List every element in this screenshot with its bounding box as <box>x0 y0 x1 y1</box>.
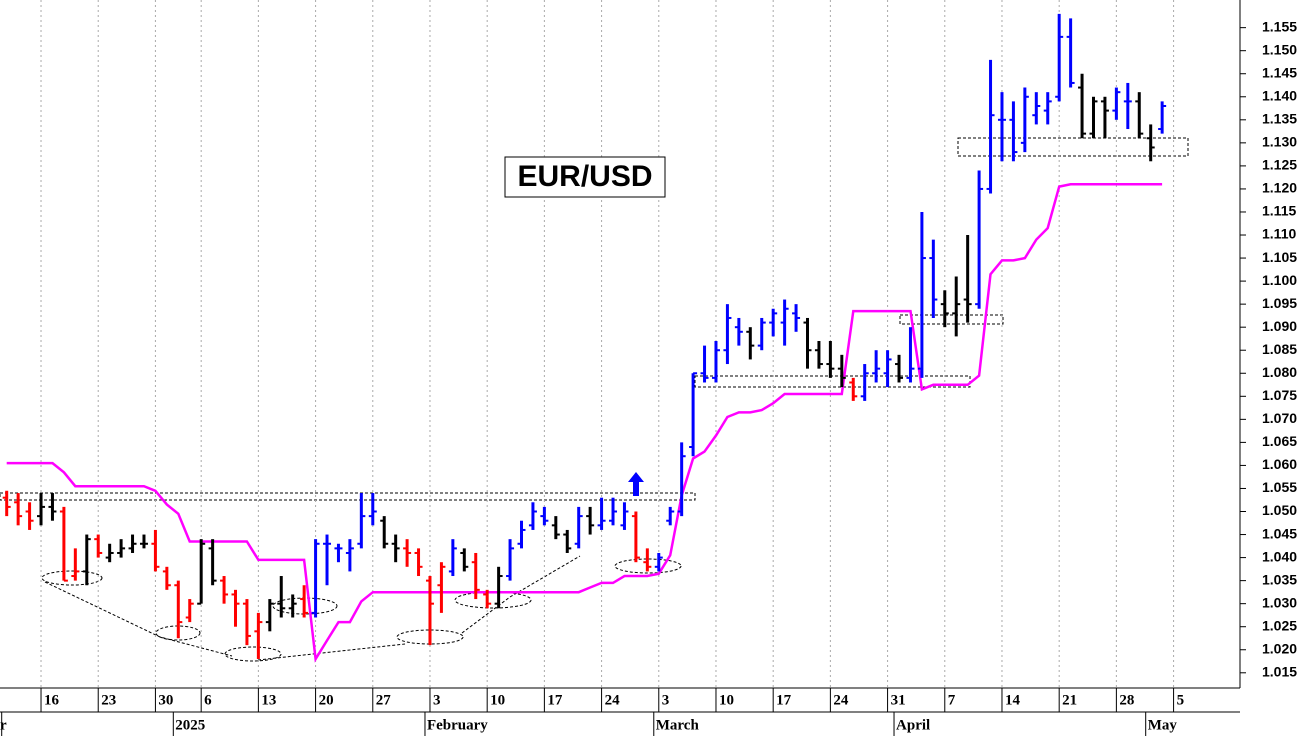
y-tick-label: 1.030 <box>1262 594 1297 610</box>
month-label: February <box>427 717 488 733</box>
x-tick-label: 21 <box>1062 692 1077 708</box>
trend-line <box>461 555 581 634</box>
x-tick-label: 14 <box>1005 692 1021 708</box>
y-tick-label: 1.115 <box>1262 203 1296 219</box>
x-tick-label: 3 <box>433 692 441 708</box>
y-tick-label: 1.020 <box>1262 640 1297 656</box>
y-tick-label: 1.145 <box>1262 64 1297 80</box>
y-tick-label: 1.095 <box>1262 295 1297 311</box>
y-tick-label: 1.070 <box>1262 410 1297 426</box>
y-tick-label: 1.085 <box>1262 341 1297 357</box>
y-tick-label: 1.140 <box>1262 87 1297 103</box>
plot <box>2 0 1175 688</box>
y-tick-label: 1.075 <box>1262 387 1297 403</box>
low-ellipse <box>396 629 464 645</box>
x-tick-label: 16 <box>44 692 60 708</box>
x-tick-label: 20 <box>319 692 334 708</box>
x-tick-label: 5 <box>1177 692 1185 708</box>
support-box <box>957 137 1189 157</box>
trend-line <box>44 581 233 657</box>
y-tick-label: 1.055 <box>1262 479 1297 495</box>
y-tick-label: 1.065 <box>1262 433 1297 449</box>
x-tick-label: 27 <box>376 692 392 708</box>
low-ellipse <box>41 570 103 586</box>
low-ellipse <box>454 591 532 609</box>
x-tick-label: 24 <box>833 692 849 708</box>
y-tick-label: 1.100 <box>1262 272 1297 288</box>
y-tick-label: 1.040 <box>1262 548 1297 564</box>
y-tick-label: 1.125 <box>1262 157 1297 173</box>
x-tick-label: 6 <box>204 692 212 708</box>
low-ellipse <box>614 558 682 574</box>
chart-title: EUR/USD <box>517 160 652 193</box>
y-tick-label: 1.035 <box>1262 571 1297 587</box>
y-tick-label: 1.025 <box>1262 617 1297 633</box>
y-tick-label: 1.060 <box>1262 456 1297 472</box>
x-tick-label: 23 <box>101 692 116 708</box>
y-tick-label: 1.120 <box>1262 180 1297 196</box>
y-tick-label: 1.130 <box>1262 134 1297 150</box>
stop-line <box>6 183 1163 663</box>
y-tick-label: 1.155 <box>1262 18 1297 34</box>
month-label: 2025 <box>175 717 205 733</box>
x-tick-label: 31 <box>891 692 906 708</box>
x-tick-label: 13 <box>261 692 276 708</box>
resistance-box <box>0 492 696 501</box>
month-label: April <box>896 717 930 733</box>
x-tick-label: 3 <box>662 692 670 708</box>
x-tick-label: 7 <box>948 692 956 708</box>
x-tick-label: 28 <box>1119 692 1134 708</box>
y-tick-label: 1.080 <box>1262 364 1297 380</box>
support-box <box>899 314 1004 325</box>
y-tick-label: 1.045 <box>1262 525 1297 541</box>
low-ellipse <box>224 646 282 662</box>
y-tick-label: 1.150 <box>1262 41 1297 57</box>
x-tick-label: 17 <box>547 692 563 708</box>
month-label: r <box>0 717 7 733</box>
x-tick-label: 17 <box>776 692 792 708</box>
title-box <box>504 156 666 198</box>
y-tick-label: 1.105 <box>1262 249 1297 265</box>
y-tick-label: 1.090 <box>1262 318 1297 334</box>
y-tick-label: 1.050 <box>1262 502 1297 518</box>
month-label: March <box>656 717 700 733</box>
y-tick-label: 1.015 <box>1262 663 1297 679</box>
x-tick-label: 10 <box>490 692 505 708</box>
month-label: May <box>1148 717 1178 733</box>
x-tick-label: 10 <box>719 692 734 708</box>
breakout-arrow <box>628 472 644 496</box>
x-tick-label: 24 <box>605 692 621 708</box>
y-tick-label: 1.135 <box>1262 111 1297 127</box>
x-tick-label: 30 <box>158 692 173 708</box>
y-tick-label: 1.110 <box>1262 226 1296 242</box>
